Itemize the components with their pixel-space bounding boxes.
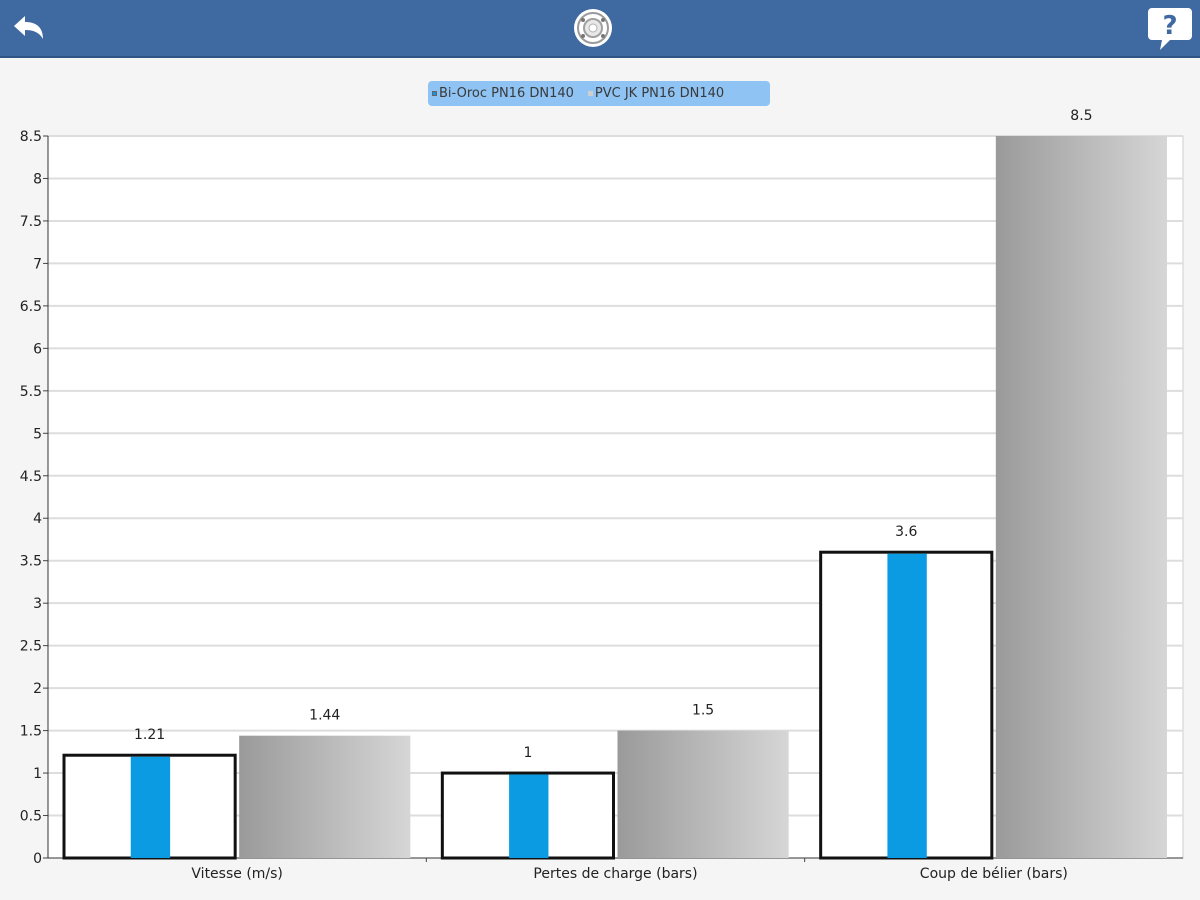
chart-legend: Bi-Oroc PN16 DN140 PVC JK PN16 DN140 bbox=[428, 81, 770, 106]
y-tick-label: 4 bbox=[33, 511, 42, 527]
x-category-label: Coup de bélier (bars) bbox=[920, 866, 1068, 882]
y-tick-label: 8 bbox=[33, 171, 42, 187]
y-tick-label: 0 bbox=[33, 851, 42, 867]
legend-item-series-1[interactable]: Bi-Oroc PN16 DN140 bbox=[432, 86, 574, 101]
legend-label-series-2: PVC JK PN16 DN140 bbox=[594, 86, 725, 101]
y-tick-label: 3.5 bbox=[20, 554, 42, 570]
top-bar: ? bbox=[0, 0, 1200, 58]
y-tick-label: 7 bbox=[33, 256, 42, 272]
y-tick-label: 4.5 bbox=[20, 469, 42, 485]
legend-swatch-series-1 bbox=[432, 91, 437, 96]
bar-series-1-stripe bbox=[887, 553, 927, 858]
bar-series-2 bbox=[617, 730, 789, 858]
x-category-label: Vitesse (m/s) bbox=[191, 866, 283, 882]
plot-area bbox=[47, 135, 1184, 859]
bar-series-2 bbox=[995, 136, 1167, 858]
y-tick-label: 1.5 bbox=[20, 724, 42, 740]
y-tick-label: 5.5 bbox=[20, 384, 42, 400]
y-tick-label: 5 bbox=[33, 426, 42, 442]
back-arrow-icon[interactable] bbox=[10, 12, 50, 44]
data-label-series-1: 3.6 bbox=[895, 524, 917, 540]
y-tick-label: 1 bbox=[33, 766, 42, 782]
data-label-series-2: 1.5 bbox=[692, 703, 714, 719]
y-tick-label: 2.5 bbox=[20, 639, 42, 655]
legend-item-series-2[interactable]: PVC JK PN16 DN140 bbox=[587, 86, 725, 101]
help-speech-bubble-icon[interactable]: ? bbox=[1146, 4, 1194, 52]
pipe-section-icon[interactable] bbox=[570, 6, 616, 50]
bar-series-2 bbox=[239, 735, 411, 858]
data-label-series-1: 1.21 bbox=[134, 727, 165, 743]
legend-label-series-1: Bi-Oroc PN16 DN140 bbox=[439, 86, 574, 101]
y-tick-label: 6.5 bbox=[20, 299, 42, 315]
data-label-series-2: 1.44 bbox=[309, 708, 340, 724]
y-tick-label: 0.5 bbox=[20, 809, 42, 825]
y-tick-label: 2 bbox=[33, 681, 42, 697]
y-tick-label: 8.5 bbox=[20, 129, 42, 145]
y-tick-label: 3 bbox=[33, 596, 42, 612]
y-tick-label: 7.5 bbox=[20, 214, 42, 230]
bar-series-1-stripe bbox=[130, 756, 171, 858]
data-label-series-2: 8.5 bbox=[1070, 108, 1092, 124]
y-tick-label: 6 bbox=[33, 341, 42, 357]
x-category-label: Pertes de charge (bars) bbox=[533, 866, 697, 882]
bar-series-1-stripe bbox=[509, 774, 549, 858]
svg-text:?: ? bbox=[1162, 11, 1177, 41]
data-label-series-1: 1 bbox=[523, 745, 532, 761]
legend-swatch-series-2 bbox=[587, 91, 593, 96]
